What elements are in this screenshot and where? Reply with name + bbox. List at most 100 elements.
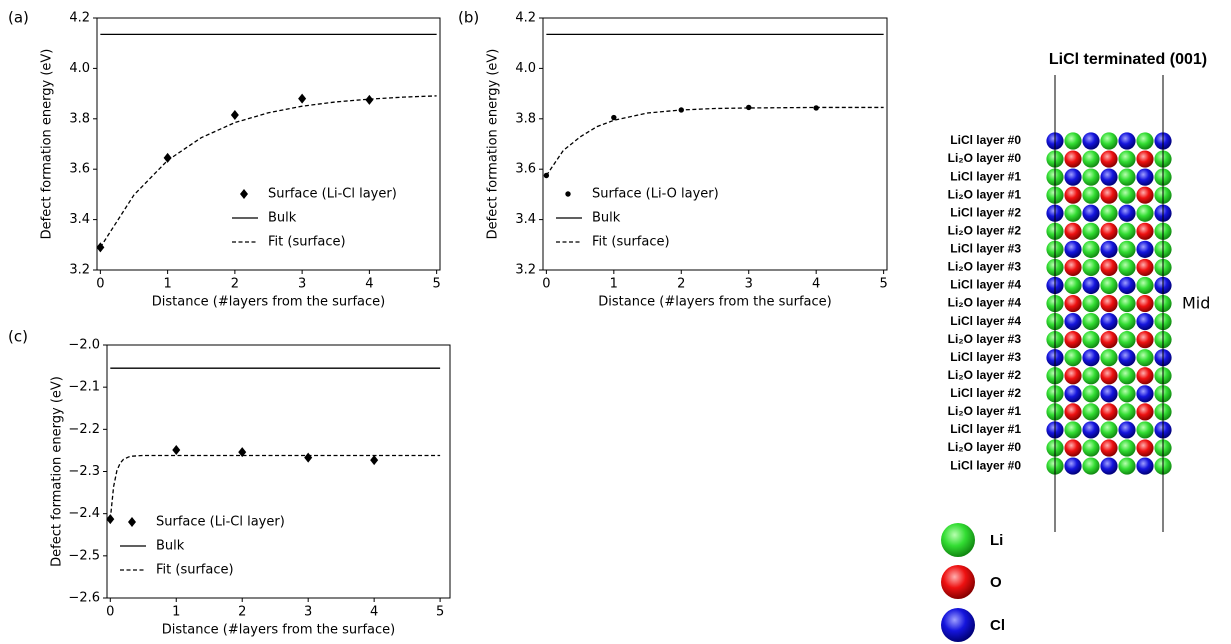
x-tick-label: 1 (172, 605, 180, 620)
legend-label: Cl (990, 617, 1005, 634)
x-tick-label: 1 (610, 277, 618, 292)
x-tick-label: 2 (231, 277, 239, 292)
structure-diagram: LiCl terminated (001) Mid Li O Cl LiCl l… (941, 51, 1210, 642)
x-tick-label: 1 (163, 277, 171, 292)
legend-label: Fit (surface) (268, 235, 346, 250)
layer-label: Li₂O layer #2 (948, 368, 1022, 382)
atom (1100, 276, 1118, 295)
layer-label: Li₂O layer #3 (948, 260, 1022, 274)
atom (1118, 240, 1136, 258)
charts: (a) 3.2 3.4 3.6 3.8 4.0 4.2 0 1 2 3 4 5 Distance (#la… (8, 9, 888, 638)
atom (1064, 294, 1082, 313)
legend-sphere (941, 608, 975, 642)
layer-label: Li₂O layer #0 (948, 440, 1022, 454)
x-tick-label: 2 (677, 277, 685, 292)
atom (1064, 421, 1082, 439)
atom (1064, 385, 1082, 403)
chart: (b) 3.2 3.4 3.6 3.8 4.0 4.2 0 1 2 3 4 5 Distance (#la… (458, 9, 888, 310)
atom (1082, 168, 1100, 186)
layer-label: LiCl layer #4 (950, 314, 1021, 328)
atom (1082, 258, 1100, 277)
legend-label: Li (990, 532, 1003, 549)
atom (1064, 313, 1082, 331)
series-line (545, 106, 884, 176)
layer-label: LiCl layer #3 (950, 350, 1021, 364)
panel-label: (c) (8, 328, 28, 346)
y-tick-label: −2.0 (68, 338, 100, 353)
legend-sphere (941, 565, 975, 599)
y-axis-label: Defect formation energy (eV) (50, 376, 65, 567)
atom (1082, 294, 1100, 313)
atom (1100, 457, 1118, 475)
atom (1136, 331, 1154, 349)
data-point (304, 452, 313, 463)
atom (1064, 457, 1082, 475)
atom (1100, 367, 1118, 385)
atom (1064, 258, 1082, 277)
y-tick-label: 4.2 (515, 11, 536, 26)
x-tick-label: 0 (106, 605, 114, 620)
plot-frame (542, 17, 888, 271)
y-tick-label: −2.1 (68, 380, 100, 395)
atom (1118, 457, 1136, 475)
y-tick-label: −2.4 (68, 506, 100, 521)
x-axis-label: Distance (#layers from the surface) (598, 295, 831, 310)
atom (1136, 457, 1154, 475)
layer-label: LiCl layer #0 (950, 133, 1021, 147)
atom (1082, 439, 1100, 457)
atom (1100, 204, 1118, 222)
atom (1136, 222, 1154, 240)
atom (1100, 222, 1118, 240)
atom (1100, 240, 1118, 258)
legend-label: O (990, 574, 1002, 591)
atom (1082, 240, 1100, 258)
atom (1100, 439, 1118, 457)
x-tick-label: 5 (436, 605, 444, 620)
legend-label: Fit (surface) (156, 563, 234, 578)
atom (1082, 313, 1100, 331)
atom (1100, 150, 1118, 168)
y-tick-label: 4.0 (515, 61, 536, 76)
atom (1136, 204, 1154, 222)
series-line (99, 95, 437, 248)
data-point (746, 104, 752, 111)
atom (1082, 385, 1100, 403)
atom (1136, 367, 1154, 385)
x-tick-label: 4 (812, 277, 820, 292)
mid-label: Mid (1182, 294, 1210, 313)
y-tick-label: −2.5 (68, 548, 100, 563)
layer-label: LiCl layer #2 (950, 386, 1021, 400)
atom (1136, 294, 1154, 313)
atom (1082, 204, 1100, 222)
y-tick-label: 4.2 (69, 11, 90, 26)
legend-label: Bulk (268, 211, 297, 226)
atom (1118, 313, 1136, 331)
layer-label: Li₂O layer #2 (948, 223, 1022, 237)
atom (1082, 222, 1100, 240)
atom (1118, 222, 1136, 240)
atom (1118, 385, 1136, 403)
x-axis-label: Distance (#layers from the surface) (152, 295, 385, 310)
atom (1118, 168, 1136, 186)
atom (1082, 367, 1100, 385)
atom (1064, 331, 1082, 349)
legend-marker (565, 191, 571, 197)
y-tick-label: 3.4 (515, 212, 536, 227)
atom (1118, 204, 1136, 222)
atom (1064, 186, 1082, 204)
atom (1136, 421, 1154, 439)
atom (1082, 150, 1100, 168)
atom (1064, 150, 1082, 168)
plot-frame (106, 344, 451, 599)
y-tick-label: 3.8 (69, 111, 90, 126)
atom (1064, 276, 1082, 295)
atom (1100, 294, 1118, 313)
x-tick-label: 3 (298, 277, 306, 292)
atom (1136, 168, 1154, 186)
atom (1118, 439, 1136, 457)
x-tick-label: 5 (879, 277, 887, 292)
data-point (298, 93, 307, 104)
atom (1100, 168, 1118, 186)
legend-label: Fit (surface) (592, 235, 670, 250)
